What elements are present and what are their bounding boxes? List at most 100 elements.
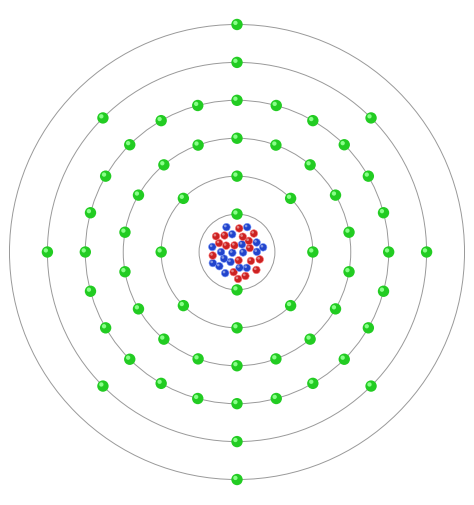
Circle shape <box>217 241 219 244</box>
Circle shape <box>228 260 231 263</box>
Circle shape <box>256 256 264 264</box>
Circle shape <box>99 115 103 119</box>
Circle shape <box>309 118 313 122</box>
Circle shape <box>239 249 247 257</box>
Circle shape <box>307 116 319 127</box>
Circle shape <box>261 245 263 248</box>
Circle shape <box>192 354 204 365</box>
Circle shape <box>248 259 251 262</box>
Circle shape <box>367 383 372 387</box>
Circle shape <box>240 235 243 237</box>
Circle shape <box>233 22 237 26</box>
Circle shape <box>423 249 427 253</box>
Circle shape <box>215 240 223 247</box>
Circle shape <box>231 436 243 447</box>
Circle shape <box>212 233 220 240</box>
Circle shape <box>259 244 267 251</box>
Circle shape <box>133 190 144 201</box>
Circle shape <box>245 237 253 245</box>
Circle shape <box>332 192 336 196</box>
Circle shape <box>253 239 260 247</box>
Circle shape <box>365 324 369 329</box>
Circle shape <box>102 324 106 329</box>
Circle shape <box>192 393 203 405</box>
Circle shape <box>244 224 251 231</box>
Circle shape <box>233 60 237 64</box>
Circle shape <box>157 380 162 384</box>
Circle shape <box>272 356 276 360</box>
Circle shape <box>178 193 189 205</box>
Circle shape <box>307 247 319 258</box>
Circle shape <box>221 257 224 259</box>
Circle shape <box>272 142 276 146</box>
Circle shape <box>247 258 255 265</box>
Circle shape <box>209 252 217 260</box>
Circle shape <box>231 20 243 31</box>
Circle shape <box>124 140 136 151</box>
Circle shape <box>224 225 227 228</box>
Circle shape <box>365 381 377 392</box>
Circle shape <box>223 271 225 274</box>
Circle shape <box>239 242 242 245</box>
Circle shape <box>99 383 103 387</box>
Circle shape <box>332 306 336 310</box>
Circle shape <box>243 274 246 277</box>
Circle shape <box>231 95 243 107</box>
Circle shape <box>287 195 291 199</box>
Circle shape <box>270 354 282 365</box>
Circle shape <box>271 100 282 112</box>
Circle shape <box>271 393 282 405</box>
Circle shape <box>82 249 86 253</box>
Circle shape <box>378 286 389 297</box>
Circle shape <box>343 267 355 278</box>
Circle shape <box>155 116 167 127</box>
Circle shape <box>210 261 213 264</box>
Circle shape <box>231 398 243 410</box>
Circle shape <box>85 208 96 219</box>
Circle shape <box>209 260 217 267</box>
Circle shape <box>254 240 257 243</box>
Circle shape <box>304 160 316 171</box>
Circle shape <box>224 244 227 246</box>
Circle shape <box>378 208 389 219</box>
Circle shape <box>231 171 243 182</box>
Circle shape <box>158 334 170 345</box>
Circle shape <box>383 247 394 258</box>
Circle shape <box>220 256 228 263</box>
Circle shape <box>160 336 164 340</box>
Circle shape <box>231 133 243 144</box>
Circle shape <box>87 288 91 292</box>
Circle shape <box>231 361 243 372</box>
Circle shape <box>158 160 170 171</box>
Circle shape <box>244 266 247 269</box>
Circle shape <box>216 263 223 271</box>
Circle shape <box>231 270 234 273</box>
Circle shape <box>236 225 243 233</box>
Circle shape <box>237 266 240 268</box>
Circle shape <box>217 248 225 256</box>
Circle shape <box>157 249 162 253</box>
Circle shape <box>135 192 139 196</box>
Circle shape <box>231 285 243 296</box>
Circle shape <box>307 378 319 389</box>
Circle shape <box>251 232 254 234</box>
Circle shape <box>87 210 91 214</box>
Circle shape <box>209 243 216 251</box>
Circle shape <box>380 210 384 214</box>
Circle shape <box>230 269 237 276</box>
Circle shape <box>306 162 310 166</box>
Circle shape <box>160 162 164 166</box>
Circle shape <box>233 438 237 442</box>
Circle shape <box>233 211 237 215</box>
Circle shape <box>233 324 237 329</box>
Circle shape <box>42 247 53 258</box>
Circle shape <box>214 234 216 237</box>
Circle shape <box>309 249 313 253</box>
Circle shape <box>237 226 239 229</box>
Circle shape <box>253 248 261 256</box>
Circle shape <box>192 140 204 152</box>
Circle shape <box>233 362 237 367</box>
Circle shape <box>340 356 345 360</box>
Circle shape <box>363 171 374 182</box>
Circle shape <box>246 239 249 241</box>
